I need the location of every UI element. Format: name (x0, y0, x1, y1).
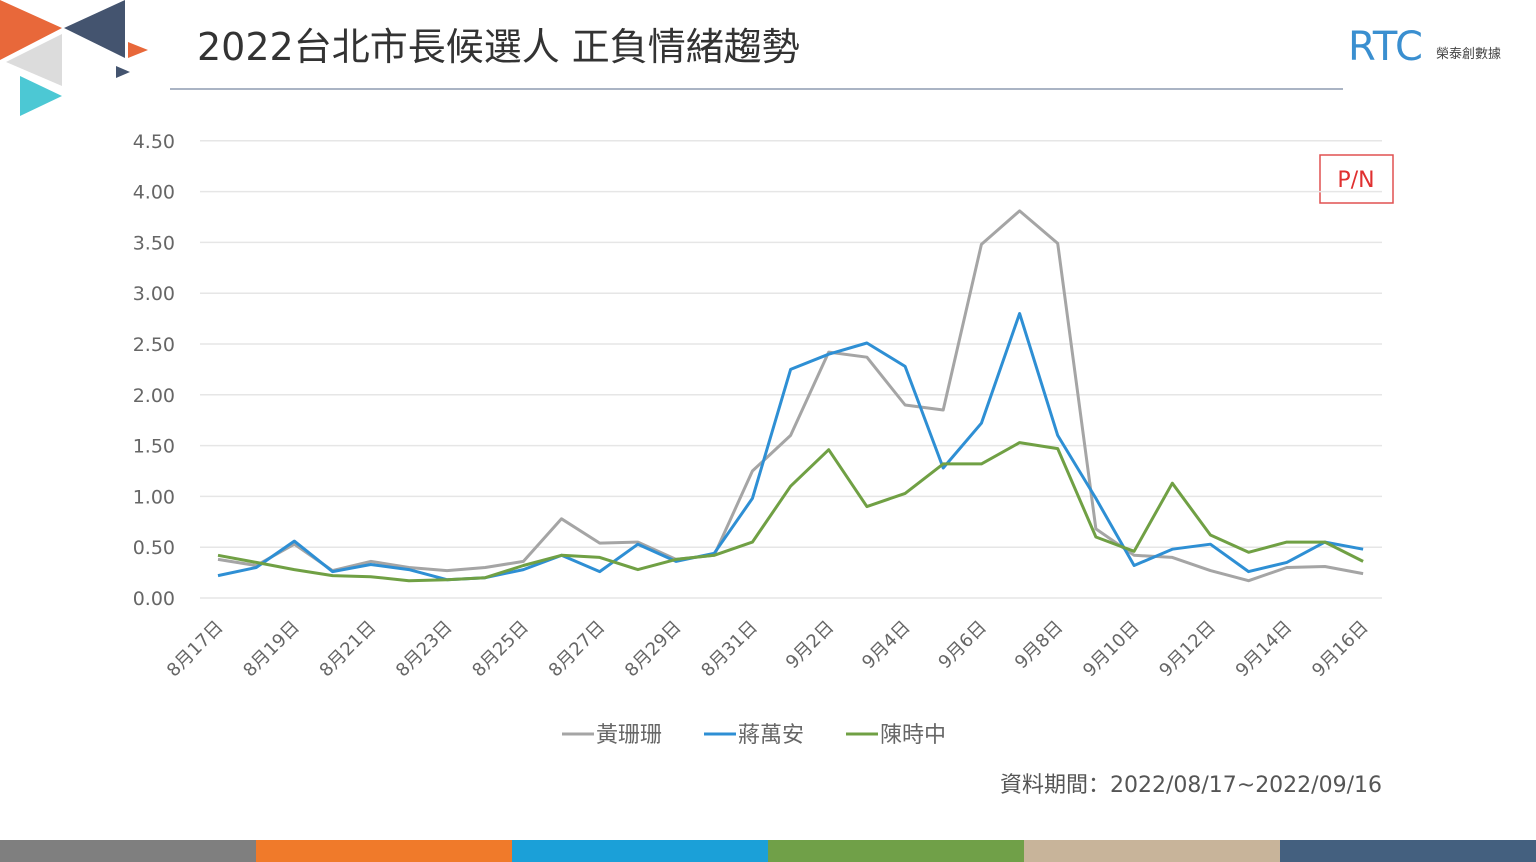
x-tick-label: 9月6日 (934, 617, 991, 674)
x-tick-label: 8月25日 (468, 617, 533, 682)
pn-badge (1319, 154, 1394, 204)
x-tick-label: 8月27日 (545, 617, 610, 682)
x-tick-label: 8月21日 (316, 617, 381, 682)
legend-label: 陳時中 (880, 723, 946, 748)
y-tick-label: 3.00 (133, 283, 175, 305)
bottom-bar-segment (256, 840, 512, 862)
svg-text:榮泰創數據: 榮泰創數據 (1436, 47, 1501, 62)
x-tick-label: 9月12日 (1155, 617, 1220, 682)
series-line-1 (217, 209, 1364, 583)
y-tick-label: 4.50 (133, 131, 175, 153)
chart-series (217, 209, 1364, 583)
bottom-bar-segment (0, 840, 256, 862)
y-tick-label: 2.50 (133, 334, 175, 356)
x-tick-label: 8月17日 (163, 617, 228, 682)
y-tick-label: 2.00 (133, 385, 175, 407)
x-tick-label: 8月19日 (239, 617, 304, 682)
x-tick-label: 8月29日 (621, 617, 686, 682)
y-tick-label: 1.00 (133, 486, 175, 508)
bottom-color-bar (0, 840, 1536, 862)
corner-logo-icon (0, 0, 148, 116)
svg-text:RTC: RTC (1348, 24, 1423, 70)
x-tick-label: 9月10日 (1079, 617, 1144, 682)
x-axis: 8月17日 8月19日 8月21日 8月23日 8月25日 8月27日 8月29日 8月31日… (163, 617, 1373, 682)
pn-badge-label: P/N (1337, 168, 1374, 193)
bottom-bar-segment (1024, 840, 1280, 862)
series-line-2 (217, 312, 1364, 582)
y-tick-label: 0.50 (133, 537, 175, 559)
x-tick-label: 9月16日 (1308, 617, 1373, 682)
chart-legend: 黃珊珊 蔣萬安 陳時中 (562, 723, 946, 748)
page-title: 2022台北市長候選人 正負情緒趨勢 (197, 25, 800, 69)
bottom-bar-segment (512, 840, 768, 862)
x-tick-label: 8月31日 (697, 617, 762, 682)
bottom-bar-segment (1280, 840, 1536, 862)
data-period-note: 資料期間：2022/08/17~2022/09/16 (1000, 773, 1382, 798)
x-tick-label: 9月8日 (1011, 617, 1068, 674)
x-tick-label: 9月2日 (782, 617, 839, 674)
legend-label: 蔣萬安 (738, 723, 804, 748)
y-tick-label: 0.00 (133, 588, 175, 610)
bottom-bar-segment (768, 840, 1024, 862)
y-tick-label: 1.50 (133, 436, 175, 458)
legend-label: 黃珊珊 (596, 723, 662, 748)
y-axis: 0.00 0.50 1.00 1.50 2.00 2.50 3.00 3.50 4.00 4.50 (133, 131, 175, 610)
x-tick-label: 9月14日 (1232, 617, 1297, 682)
x-tick-label: 9月4日 (858, 617, 915, 674)
x-tick-label: 8月23日 (392, 617, 457, 682)
y-tick-label: 4.00 (133, 182, 175, 204)
series-line-3 (217, 441, 1364, 583)
rtc-logo: RTC 榮泰創數據 (1348, 24, 1501, 70)
y-tick-label: 3.50 (133, 232, 175, 254)
